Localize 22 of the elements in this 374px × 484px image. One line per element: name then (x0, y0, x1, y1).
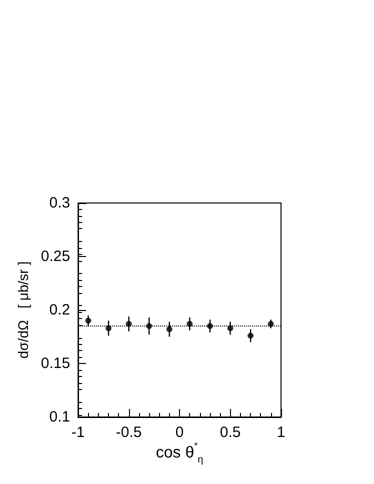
x-tick-label: 0 (175, 424, 184, 441)
point (166, 326, 172, 332)
y-tick-label: 0.1 (49, 408, 70, 426)
y-axis-title: dσ/dΩ [ μb/sr ] (15, 261, 31, 359)
y-tick-label: 0.25 (40, 248, 70, 265)
y-tick-label: 0.15 (40, 355, 70, 372)
point (186, 320, 193, 327)
x-tick-label: -0.5 (116, 424, 142, 441)
y-tick-label: 0.2 (49, 302, 70, 318)
x-axis-title: cos θ*η (156, 440, 204, 466)
point (85, 318, 92, 324)
point (106, 325, 112, 332)
point (268, 320, 274, 327)
x-tick-label: -1 (71, 424, 85, 441)
x-tick-label: 1 (276, 424, 286, 441)
point (146, 323, 152, 330)
point (126, 320, 132, 327)
point (206, 323, 213, 330)
x-tick-label: 0.5 (220, 424, 241, 441)
point (248, 332, 254, 339)
y-tick-label: 0.3 (49, 194, 70, 212)
point (227, 325, 234, 332)
